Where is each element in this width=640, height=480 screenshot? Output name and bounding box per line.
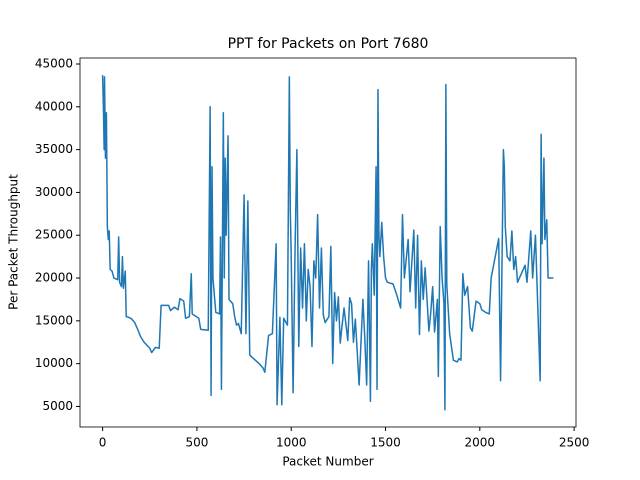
data-line <box>101 75 554 411</box>
x-tick-label: 0 <box>99 436 107 450</box>
y-tick-label: 15000 <box>35 313 73 327</box>
y-tick-label: 45000 <box>35 56 73 70</box>
chart-title: PPT for Packets on Port 7680 <box>228 36 429 52</box>
y-tick-label: 30000 <box>35 185 73 199</box>
y-tick-label: 40000 <box>35 99 73 113</box>
y-tick-label: 20000 <box>35 271 73 285</box>
y-axis-label: Per Packet Throughput <box>7 174 21 310</box>
x-tick-label: 2000 <box>465 436 496 450</box>
y-tick-label: 35000 <box>35 142 73 156</box>
plot-frame <box>79 57 577 428</box>
y-tick-label: 10000 <box>35 356 73 370</box>
x-tick-label: 500 <box>185 436 208 450</box>
x-tick-label: 2500 <box>559 436 590 450</box>
x-axis-label: Packet Number <box>282 455 373 469</box>
x-tick-label: 1000 <box>276 436 307 450</box>
y-tick-label: 25000 <box>35 228 73 242</box>
x-tick-label: 1500 <box>370 436 401 450</box>
y-tick-label: 5000 <box>42 399 73 413</box>
